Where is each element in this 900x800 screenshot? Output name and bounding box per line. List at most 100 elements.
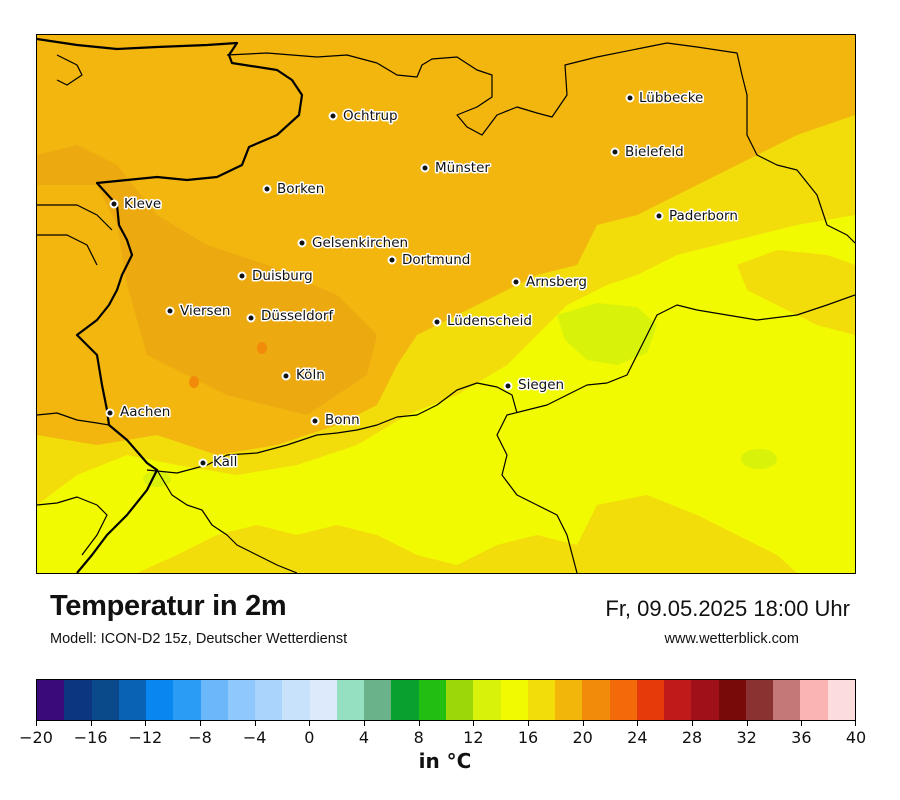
colorbar-tick — [145, 721, 147, 726]
colorbar-swatch — [309, 680, 337, 720]
temperature-map: Lübbecke Ochtrup Bielefeld Münster Borke… — [36, 34, 856, 574]
colorbar-swatch — [37, 680, 65, 720]
city-label: Gelsenkirchen — [312, 235, 408, 251]
colorbar-swatch — [364, 680, 392, 720]
colorbar-ticks: −20 −16 −12 −8 −4 0 4 8 12 16 20 24 28 32 36 40 — [19, 721, 866, 751]
colorbar-swatch — [500, 680, 528, 720]
country-border — [56, 54, 83, 86]
colorbar-tick — [528, 721, 529, 726]
colorbar-swatch — [800, 680, 828, 720]
city-marker: Siegen — [503, 376, 566, 395]
city-marker: Bonn — [310, 411, 361, 430]
state-border — [156, 469, 298, 573]
city-label: Duisburg — [252, 268, 313, 284]
chart-title: Temperatur in 2m — [50, 590, 287, 622]
city-label: Lübbecke — [639, 90, 703, 106]
zone-20-22-east — [737, 250, 855, 335]
city-marker: Borken — [262, 180, 326, 199]
city-dot — [237, 271, 247, 281]
city-label: Arnsberg — [526, 274, 587, 290]
city-label: Ochtrup — [343, 108, 398, 124]
country-border — [37, 412, 110, 426]
city-dot — [105, 408, 115, 418]
city-label: Siegen — [518, 377, 564, 393]
colorbar-tick — [855, 721, 856, 726]
colorbar-swatch — [582, 680, 610, 720]
hot-spot — [257, 342, 267, 354]
zone-14-16 — [557, 303, 657, 365]
colorbar-swatch — [636, 680, 665, 720]
city-marker: Köln — [281, 366, 326, 385]
colorbar-swatch — [118, 680, 147, 720]
country-border — [37, 204, 113, 231]
colorbar-swatch — [691, 680, 719, 720]
colorbar-swatch — [473, 680, 501, 720]
colorbar-swatch — [282, 680, 310, 720]
colorbar-tick — [90, 721, 92, 726]
city-label: Aachen — [120, 404, 170, 420]
city-marker: Kall — [198, 453, 239, 472]
colorbar-tick — [801, 721, 803, 726]
colorbar-swatch — [255, 680, 283, 720]
colorbar-swatch — [445, 680, 474, 720]
city-dot — [420, 163, 430, 173]
colorbar-tick — [364, 721, 365, 726]
colorbar-swatch — [609, 680, 637, 720]
city-dot — [262, 184, 272, 194]
city-markers: Lübbecke Ochtrup Bielefeld Münster Borke… — [105, 89, 739, 472]
country-border — [37, 234, 98, 266]
city-dot — [610, 147, 620, 157]
colorbar-tick-label: 32 — [736, 728, 757, 747]
unit-label: in °C — [418, 749, 472, 773]
model-subtitle: Modell: ICON-D2 15z, Deutscher Wetterdie… — [50, 631, 348, 647]
colorbar-swatch — [227, 680, 256, 720]
city-marker: Ochtrup — [328, 107, 399, 126]
colorbar-tick — [309, 721, 311, 726]
city-marker: Gelsenkirchen — [297, 234, 410, 253]
colorbar-tick — [36, 721, 37, 726]
city-label: Köln — [296, 367, 325, 383]
city-label: Paderborn — [669, 208, 738, 224]
city-marker: Bielefeld — [610, 143, 685, 162]
city-dot — [328, 111, 338, 121]
colorbar-tick-label: 36 — [791, 728, 812, 747]
city-marker: Arnsberg — [511, 273, 588, 292]
city-marker: Lüdenscheid — [432, 312, 533, 331]
colorbar-swatch — [827, 680, 855, 720]
website-label: www.wetterblick.com — [664, 631, 799, 647]
zone-14-16-west — [143, 471, 171, 487]
city-label: Borken — [277, 181, 324, 197]
zone-west-warm — [37, 145, 377, 415]
city-marker: Düsseldorf — [246, 307, 336, 326]
colorbar-tick-label: −20 — [19, 728, 53, 747]
city-dot — [297, 238, 307, 248]
city-marker: Viersen — [165, 302, 232, 321]
colorbar-swatch — [718, 680, 746, 720]
city-label: Viersen — [180, 303, 230, 319]
city-marker: Aachen — [105, 403, 172, 422]
colorbar-swatch — [391, 680, 419, 720]
state-border — [496, 294, 855, 573]
colorbar-tick — [473, 721, 475, 726]
colorbar-tick-label: 40 — [845, 728, 867, 747]
city-dot — [654, 211, 664, 221]
colorbar-tick-label: 20 — [572, 728, 593, 747]
colorbar-tick-label: 0 — [304, 728, 315, 747]
colorbar-swatch — [773, 680, 801, 720]
colorbar-swatch — [664, 680, 692, 720]
country-border — [37, 496, 108, 556]
city-marker: Münster — [420, 159, 492, 178]
colorbar-tick-label: −12 — [128, 728, 163, 747]
state-border — [146, 382, 518, 474]
colorbar-tick-label: 28 — [681, 728, 703, 747]
city-label: Kleve — [124, 196, 161, 212]
colorbar-tick-label: −4 — [242, 728, 267, 747]
city-dot — [625, 93, 635, 103]
city-label: Dortmund — [402, 252, 470, 268]
city-dot — [503, 381, 513, 391]
hot-spot — [189, 376, 199, 388]
colorbar-swatch — [336, 680, 365, 720]
zone-16-18 — [37, 215, 855, 573]
forecast-datetime: Fr, 09.05.2025 18:00 Uhr — [605, 596, 850, 621]
colorbar-tick-label: 24 — [627, 728, 648, 747]
